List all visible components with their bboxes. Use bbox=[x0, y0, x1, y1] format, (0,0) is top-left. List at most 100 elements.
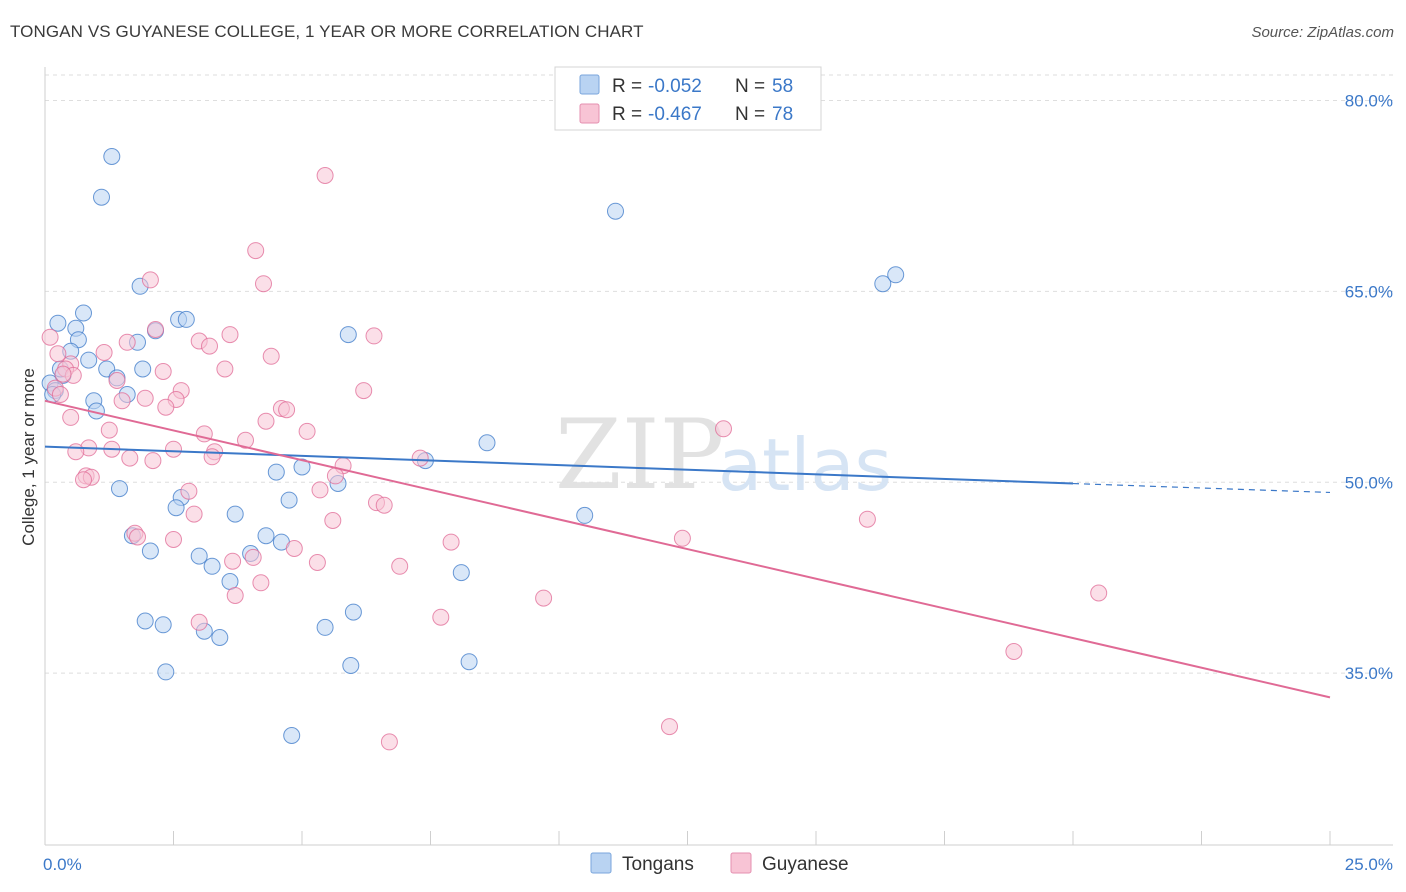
legend-r-label-guyanese: R = bbox=[612, 104, 642, 125]
point-tongans bbox=[75, 304, 92, 322]
legend-swatch-tongans bbox=[579, 74, 600, 95]
point-guyanese bbox=[144, 452, 162, 470]
point-guyanese bbox=[185, 505, 203, 523]
bottom-legend: Tongans Guyanese bbox=[590, 852, 849, 875]
point-guyanese bbox=[285, 540, 303, 557]
point-guyanese bbox=[308, 554, 326, 571]
point-tongans bbox=[342, 657, 360, 674]
point-guyanese bbox=[262, 347, 280, 365]
point-tongans bbox=[293, 458, 311, 476]
grid-lines bbox=[45, 74, 1393, 674]
x-tick-label: 25.0% bbox=[1345, 855, 1393, 874]
point-guyanese bbox=[661, 718, 678, 736]
point-tongans bbox=[460, 653, 478, 671]
point-guyanese bbox=[129, 528, 146, 546]
point-guyanese bbox=[216, 360, 234, 378]
tick-labels: 80.0% 65.0% 50.0% 35.0% 0.0% 25.0% bbox=[43, 91, 1393, 874]
point-guyanese bbox=[121, 449, 139, 467]
point-tongans bbox=[452, 564, 470, 582]
point-tongans bbox=[226, 505, 244, 523]
point-tongans bbox=[211, 629, 229, 646]
point-tongans bbox=[576, 506, 594, 524]
point-guyanese bbox=[244, 548, 262, 566]
point-tongans bbox=[344, 603, 362, 621]
point-tongans bbox=[874, 275, 892, 293]
point-tongans bbox=[203, 557, 221, 575]
point-tongans bbox=[154, 616, 172, 634]
watermark-zip: ZIP bbox=[555, 399, 724, 511]
point-tongans bbox=[316, 618, 334, 636]
point-guyanese bbox=[432, 608, 450, 626]
point-tongans bbox=[80, 351, 98, 369]
point-tongans bbox=[93, 188, 110, 206]
point-guyanese bbox=[257, 412, 275, 430]
point-guyanese bbox=[278, 401, 296, 419]
point-guyanese bbox=[411, 449, 429, 467]
point-tongans bbox=[339, 326, 357, 344]
point-guyanese bbox=[95, 344, 113, 361]
point-guyanese bbox=[224, 552, 242, 570]
trend-lines bbox=[44, 399, 1331, 699]
point-guyanese bbox=[49, 345, 67, 363]
data-points bbox=[41, 148, 1108, 751]
point-guyanese bbox=[1005, 643, 1023, 660]
legend-n-label-guyanese: N = bbox=[735, 104, 765, 125]
chart-title: TONGAN VS GUYANESE COLLEGE, 1 YEAR OR MO… bbox=[10, 22, 644, 41]
point-guyanese bbox=[147, 321, 164, 338]
y-tick-label: 80.0% bbox=[1345, 91, 1393, 110]
y-tick-label: 50.0% bbox=[1345, 473, 1393, 492]
axes bbox=[44, 67, 1393, 846]
point-tongans bbox=[177, 310, 195, 328]
point-guyanese bbox=[255, 275, 272, 293]
point-tongans bbox=[103, 148, 121, 165]
point-guyanese bbox=[247, 242, 265, 260]
point-guyanese bbox=[298, 422, 316, 440]
point-guyanese bbox=[165, 531, 182, 548]
watermark-atlas: atlas bbox=[718, 423, 892, 507]
point-tongans bbox=[157, 663, 175, 681]
trend-line-guyanese bbox=[44, 399, 1331, 699]
point-guyanese bbox=[715, 420, 732, 438]
point-tongans bbox=[141, 542, 159, 560]
legend-n-value-guyanese: 78 bbox=[772, 104, 793, 125]
point-tongans bbox=[887, 266, 905, 284]
point-tongans bbox=[280, 491, 298, 509]
point-guyanese bbox=[54, 365, 72, 383]
point-guyanese bbox=[1090, 584, 1108, 602]
point-guyanese bbox=[51, 386, 69, 403]
point-guyanese bbox=[203, 448, 221, 466]
bottom-legend-label-tongans: Tongans bbox=[622, 854, 694, 875]
point-guyanese bbox=[118, 333, 136, 351]
legend: R = -0.052 N = 58 R = -0.467 N = 78 bbox=[554, 66, 822, 131]
point-guyanese bbox=[311, 481, 329, 499]
source-label: Source: ZipAtlas.com bbox=[1251, 24, 1394, 41]
legend-r-value-guyanese: -0.467 bbox=[648, 104, 702, 125]
point-tongans bbox=[134, 360, 152, 378]
point-guyanese bbox=[858, 510, 876, 528]
watermark: ZIP atlas bbox=[555, 399, 892, 511]
point-guyanese bbox=[221, 326, 239, 344]
point-guyanese bbox=[237, 431, 254, 449]
point-guyanese bbox=[136, 389, 154, 407]
point-tongans bbox=[136, 612, 154, 630]
point-guyanese bbox=[326, 467, 344, 485]
point-tongans bbox=[111, 480, 128, 498]
point-guyanese bbox=[442, 533, 460, 551]
point-guyanese bbox=[226, 587, 244, 604]
point-tongans bbox=[267, 463, 285, 481]
point-guyanese bbox=[316, 167, 334, 184]
point-tongans bbox=[283, 727, 301, 744]
point-guyanese bbox=[190, 613, 208, 631]
point-guyanese bbox=[355, 382, 373, 400]
point-guyanese bbox=[67, 443, 85, 461]
bottom-legend-swatch-guyanese bbox=[730, 852, 752, 874]
point-guyanese bbox=[201, 337, 218, 355]
point-guyanese bbox=[180, 482, 198, 500]
trend-line-tongans bbox=[44, 445, 1074, 485]
point-guyanese bbox=[41, 328, 59, 346]
point-guyanese bbox=[380, 733, 398, 751]
point-guyanese bbox=[141, 271, 159, 289]
legend-r-value-tongans: -0.052 bbox=[648, 76, 702, 97]
point-guyanese bbox=[673, 529, 691, 547]
